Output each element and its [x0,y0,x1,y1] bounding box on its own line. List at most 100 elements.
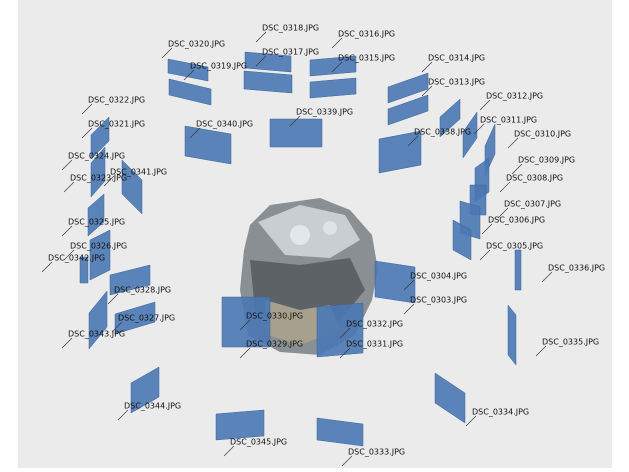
camera-label: DSC_0329.JPG [246,340,303,349]
leader-line [341,455,353,467]
camera-label: DSC_0304.JPG [410,272,467,281]
camera-plane [507,304,517,366]
camera-plane [79,256,89,284]
leader-line [63,249,75,261]
camera-label: DSC_0326.JPG [70,242,127,251]
camera-label: DSC_0340.JPG [196,120,253,129]
camera-label: DSC_0339.JPG [296,108,353,117]
leader-line [479,99,491,111]
camera-plane [514,249,522,291]
camera-label: DSC_0314.JPG [428,54,485,63]
leader-line [507,137,519,149]
camera-label: DSC_0327.JPG [118,314,175,323]
camera-plane [387,72,429,104]
camera-label: DSC_0311.JPG [480,116,537,125]
leader-line [339,327,351,339]
camera-label: DSC_0333.JPG [348,448,405,457]
camera-plane [309,77,357,99]
camera-plane [114,301,156,335]
leader-line [421,61,433,73]
camera-label: DSC_0325.JPG [68,218,125,227]
leader-line [161,47,173,59]
camera-label: DSC_0338.JPG [414,128,471,137]
leader-line [331,61,343,73]
camera-label: DSC_0344.JPG [124,402,181,411]
leader-line [239,347,251,359]
camera-plane [215,409,265,441]
camera-label: DSC_0317.JPG [262,48,319,57]
camera-label: DSC_0312.JPG [486,92,543,101]
leader-line [339,347,351,359]
leader-line [111,321,123,333]
leader-line [479,249,491,261]
camera-label: DSC_0306.JPG [488,216,545,225]
leader-line [255,55,267,67]
camera-plane [378,130,422,174]
camera-plane [89,229,111,281]
camera-label: DSC_0310.JPG [514,130,571,139]
camera-label: DSC_0305.JPG [486,242,543,251]
camera-label: DSC_0307.JPG [504,200,561,209]
camera-label: DSC_0308.JPG [506,174,563,183]
camera-label: DSC_0319.JPG [190,62,247,71]
leader-line [473,123,485,135]
leader-line [61,225,73,237]
camera-label: DSC_0321.JPG [88,120,145,129]
leader-line [81,127,93,139]
leader-line [41,261,53,273]
leader-line [499,181,511,193]
camera-label: DSC_0342.JPG [48,254,105,263]
leader-line [465,415,477,427]
camera-label: DSC_0345.JPG [230,438,287,447]
camera-label: DSC_0315.JPG [338,54,395,63]
camera-label: DSC_0328.JPG [114,286,171,295]
camera-label: DSC_0322.JPG [88,96,145,105]
camera-label: DSC_0335.JPG [542,338,599,347]
camera-plane [109,264,151,296]
camera-plane [167,58,209,82]
camera-plane [168,78,212,106]
camera-plane [387,94,429,126]
camera-label: DSC_0313.JPG [428,78,485,87]
leader-line [63,181,75,193]
leader-line [239,319,251,331]
camera-plane [90,146,106,198]
camera-plane [87,193,105,237]
leader-line [407,135,419,147]
camera-label: DSC_0331.JPG [346,340,403,349]
leader-line [103,175,115,187]
camera-plane [316,417,364,447]
leader-line [421,85,433,97]
leader-line [61,337,73,349]
camera-label: DSC_0341.JPG [110,168,167,177]
camera-label: DSC_0343.JPG [68,330,125,339]
leader-line [255,31,267,43]
camera-plane [90,116,110,160]
camera-label: DSC_0309.JPG [518,156,575,165]
camera-label: DSC_0318.JPG [262,24,319,33]
leader-line [189,127,201,139]
leader-line [183,69,195,81]
camera-label: DSC_0332.JPG [346,320,403,329]
camera-plane [269,118,323,148]
camera-plane [452,219,472,261]
camera-plane [434,372,466,424]
leader-line [223,445,235,457]
camera-plane [462,111,478,159]
camera-label: DSC_0303.JPG [410,296,467,305]
camera-plane [88,290,108,350]
camera-planes [79,51,522,447]
camera-plane [243,70,293,94]
camera-label: DSC_0320.JPG [168,40,225,49]
leader-line [481,223,493,235]
camera-plane [244,51,292,73]
leader-line [331,37,343,49]
leader-line [497,207,509,219]
camera-label: DSC_0334.JPG [472,408,529,417]
leader-line [403,303,415,315]
camera-labels: DSC_0320.JPG DSC_0318.JPG DSC_0317.JPG DSC_… [41,24,605,467]
leader-line [511,163,523,175]
camera-label: DSC_0324.JPG [68,152,125,161]
leader-line [61,159,73,171]
